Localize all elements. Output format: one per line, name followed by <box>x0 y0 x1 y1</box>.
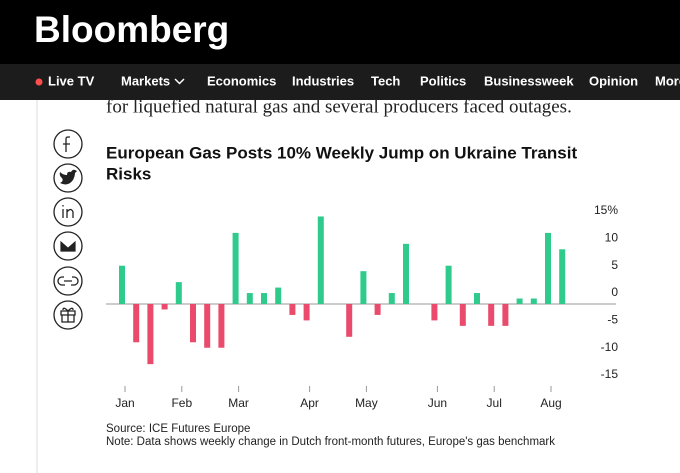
nav-item[interactable]: Markets <box>121 73 170 88</box>
bar <box>374 303 381 315</box>
y-tick-label: 15% <box>594 203 618 217</box>
y-tick-label: 5 <box>611 258 618 272</box>
bar <box>431 303 438 321</box>
y-tick-label: 10 <box>605 230 619 244</box>
header-bar <box>0 0 680 64</box>
nav-item[interactable]: Politics <box>420 73 466 88</box>
bar <box>530 298 537 304</box>
source: Source: ICE Futures Europe <box>106 423 250 435</box>
bar <box>289 303 296 315</box>
chevron <box>174 78 185 85</box>
article-text: for liquefied natural gas and several pr… <box>106 96 572 117</box>
x-tick-label: Aug <box>540 396 561 410</box>
email[interactable] <box>53 231 83 261</box>
y-tick-label: -15 <box>601 367 619 381</box>
bar <box>403 243 409 304</box>
gift[interactable] <box>53 300 83 330</box>
x-tick-label: Jun <box>428 396 447 410</box>
linkedin[interactable] <box>53 197 83 227</box>
email-glyph <box>59 239 77 253</box>
bar <box>516 298 523 304</box>
twitter[interactable] <box>53 163 83 193</box>
x-tick-label: Feb <box>171 396 192 410</box>
nav-item[interactable]: More <box>655 73 680 88</box>
bar <box>261 293 267 304</box>
facebook-glyph <box>63 136 70 152</box>
nav-item[interactable]: Tech <box>371 73 400 88</box>
bar <box>303 303 310 321</box>
bar <box>317 216 324 304</box>
chart-title: European Gas Posts 10% Weekly Jump on Uk… <box>106 143 577 162</box>
brand[interactable]: Bloomberg <box>34 9 229 50</box>
bar <box>175 282 182 304</box>
bar <box>502 303 509 326</box>
bar <box>204 303 211 348</box>
facebook[interactable] <box>53 129 83 159</box>
y-tick-label: 0 <box>611 285 618 299</box>
bar <box>147 303 154 365</box>
note: Note: Data shows weekly change in Dutch … <box>106 436 555 448</box>
twitter-glyph <box>59 169 77 185</box>
nav-item[interactable]: Economics <box>207 73 276 88</box>
bar <box>559 249 566 304</box>
bar <box>445 265 452 304</box>
bar <box>474 293 480 304</box>
chart-title: Risks <box>106 164 151 183</box>
y-tick-label: -10 <box>601 340 619 354</box>
bar <box>275 287 282 304</box>
x-tick-label: Jan <box>115 396 134 410</box>
x-tick-label: Jul <box>487 396 502 410</box>
bar <box>161 303 168 310</box>
bar <box>218 303 225 348</box>
linkedin-glyph <box>62 205 74 218</box>
x-tick-label: Mar <box>228 396 249 410</box>
link-glyph <box>57 276 79 286</box>
bar <box>190 303 196 343</box>
nav-item[interactable]: Live TV <box>48 73 95 88</box>
link[interactable] <box>53 266 83 296</box>
bar <box>459 303 466 326</box>
x-tick-label: May <box>355 396 378 410</box>
nav-item[interactable]: Opinion <box>589 73 638 88</box>
live-dot <box>35 78 43 86</box>
share-icons <box>53 129 83 330</box>
nav-item[interactable]: Industries <box>292 73 354 88</box>
bar <box>388 293 395 304</box>
bar <box>488 303 495 326</box>
x-tick-label: Apr <box>300 396 319 410</box>
y-tick-label: -5 <box>607 313 618 327</box>
bar <box>232 232 239 304</box>
bar <box>133 303 140 343</box>
nav-item[interactable]: Businessweek <box>484 73 574 88</box>
bar <box>246 293 253 304</box>
bar <box>119 265 125 304</box>
gift-glyph <box>60 307 76 323</box>
bar <box>346 303 353 337</box>
nav-bar <box>0 64 680 100</box>
bar <box>360 271 367 304</box>
bar <box>545 232 551 304</box>
